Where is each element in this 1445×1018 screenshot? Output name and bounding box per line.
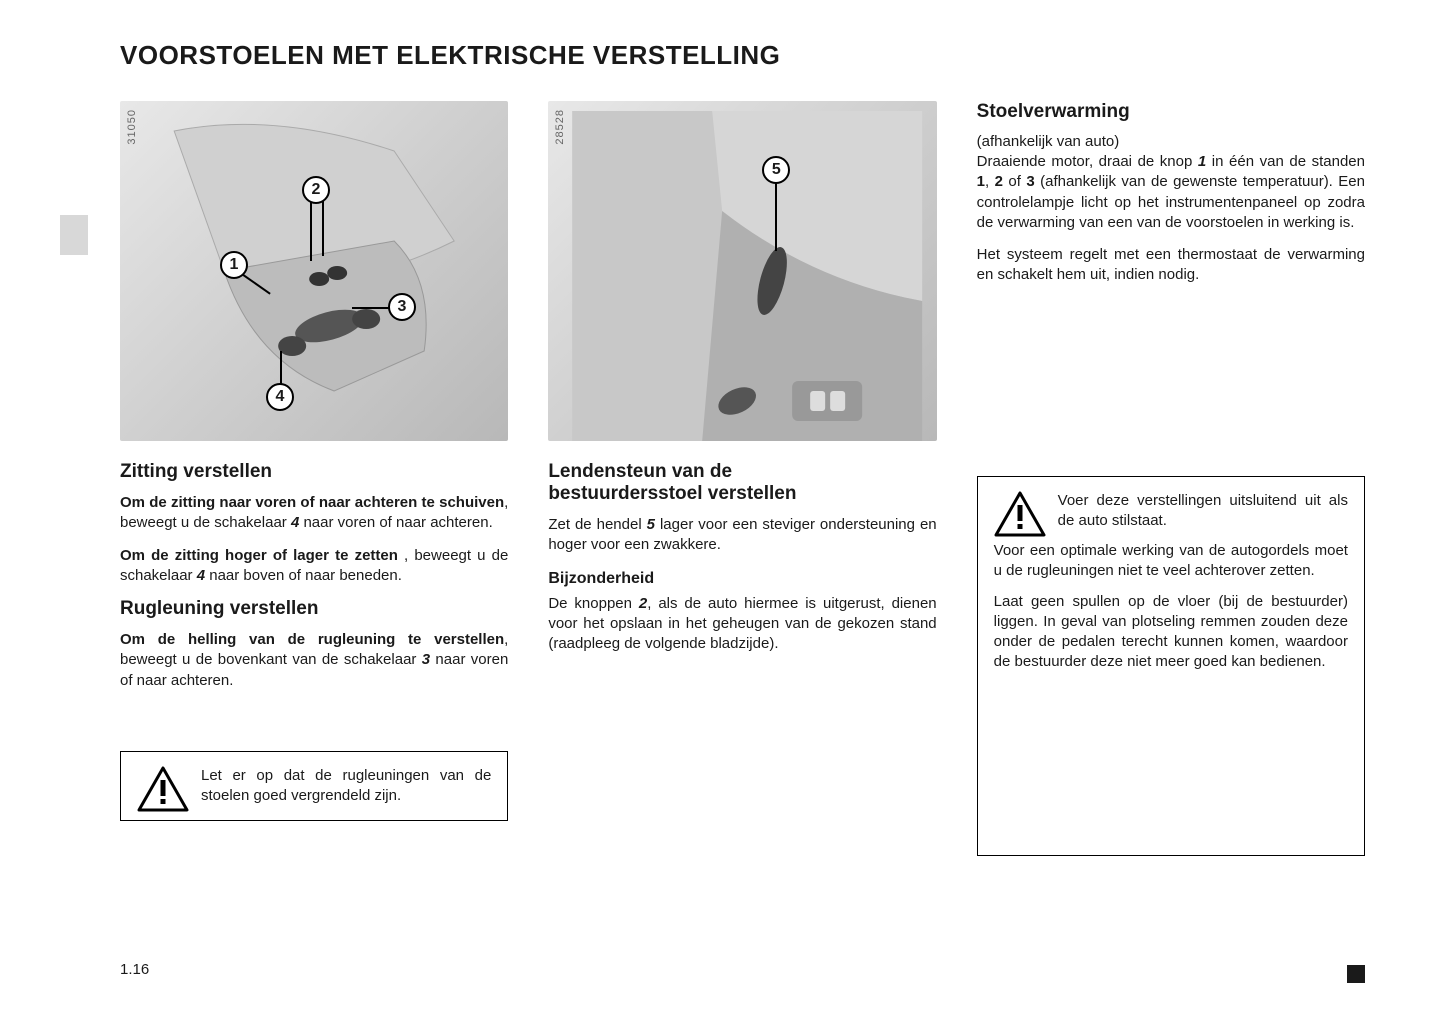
bold-text: Om de zitting naar voren of naar achtere… [120,494,504,511]
callout-3: 3 [388,293,416,321]
figure-id-label: 28528 [554,109,566,145]
text: , [985,173,995,190]
content-columns: 31050 1 2 [120,101,1365,856]
column-2: 28528 5 Lendensteun van de bestuurdersst… [548,101,936,856]
lumbar-illustration [548,101,936,441]
seat-illustration [120,101,508,441]
callout-4: 4 [266,383,294,411]
warning-icon [137,766,189,812]
stand-number: 2 [995,173,1003,190]
ref-number: 5 [647,516,655,533]
warning-text-1: Voer deze verstellingen uitsluitend uit … [994,491,1348,532]
para-stoelverwarming-1: Draaiende motor, draai de knop 1 in één … [977,152,1365,233]
para-stoelverwarming-2: Het systeem regelt met een thermostaat d… [977,245,1365,286]
figure-seat-controls: 31050 1 2 [120,101,508,441]
para-lendensteun: Zet de hendel 5 lager voor een steviger … [548,515,936,556]
ref-number: 4 [197,567,205,584]
heading-stoelverwarming: Stoelverwarming [977,101,1365,123]
para-bijzonderheid: De knoppen 2, als de auto hiermee is uit… [548,594,936,655]
bold-text: Om de helling van de rugleuning te verst… [120,631,504,648]
heading-lendensteun-a: Lendensteun van de [548,461,936,483]
warning-text: Let er op dat de rugleuningen van de sto… [201,767,491,804]
text: Draaiende motor, draai de knop [977,153,1198,170]
stand-number: 1 [977,173,985,190]
page-title: VOORSTOELEN MET ELEKTRISCHE VERSTELLING [120,40,1365,71]
figure-lumbar: 28528 5 [548,101,936,441]
side-tab [60,215,88,255]
ref-number: 2 [639,595,647,612]
text: (afhankelijk van de gewenste temperatuur… [977,173,1365,231]
heading-zitting: Zitting verstellen [120,461,508,483]
warning-text-2: Voor een optimale werking van de autogor… [994,541,1348,582]
stand-number: 3 [1026,173,1034,190]
heading-rugleuning: Rugleuning verstellen [120,598,508,620]
column-3: Stoelverwarming (afhankelijk van auto) D… [977,101,1365,856]
para-rugleuning: Om de helling van de rugleuning te verst… [120,630,508,691]
heading-lendensteun-b: bestuurdersstoel verstellen [548,483,936,505]
text: naar voren of naar achteren. [299,514,492,531]
text: naar boven of naar beneden. [205,567,402,584]
page-number: 1.16 [120,961,149,978]
column-1: 31050 1 2 [120,101,508,856]
warning-text-3: Laat geen spullen op de vloer (bij de be… [994,592,1348,673]
text: in één van de standen [1206,153,1365,170]
warning-box-1: Let er op dat de rugleuningen van de sto… [120,751,508,822]
text: of [1003,173,1026,190]
callout-line [310,201,312,261]
warning-box-2: Voer deze verstellingen uitsluitend uit … [977,476,1365,856]
heading-bijzonderheid: Bijzonderheid [548,570,936,588]
corner-mark [1347,965,1365,983]
para-zitting-2: Om de zitting hoger of lager te zetten ,… [120,546,508,587]
callout-line [322,201,324,256]
ref-number: 3 [422,651,430,668]
manual-page: VOORSTOELEN MET ELEKTRISCHE VERSTELLING … [0,0,1445,1018]
ref-number: 1 [1198,153,1206,170]
callout-2: 2 [302,176,330,204]
para-zitting-1: Om de zitting naar voren of naar achtere… [120,493,508,534]
text: De knoppen [548,595,639,612]
text: Zet de hendel [548,516,646,533]
figure-id-label: 31050 [126,109,138,145]
warning-icon [994,491,1046,537]
callout-line [352,307,392,309]
subtext-afhankelijk: (afhankelijk van auto) [977,133,1365,150]
bold-text: Om de zitting hoger of lager te zetten [120,547,398,564]
callout-line [775,181,777,251]
callout-1: 1 [220,251,248,279]
